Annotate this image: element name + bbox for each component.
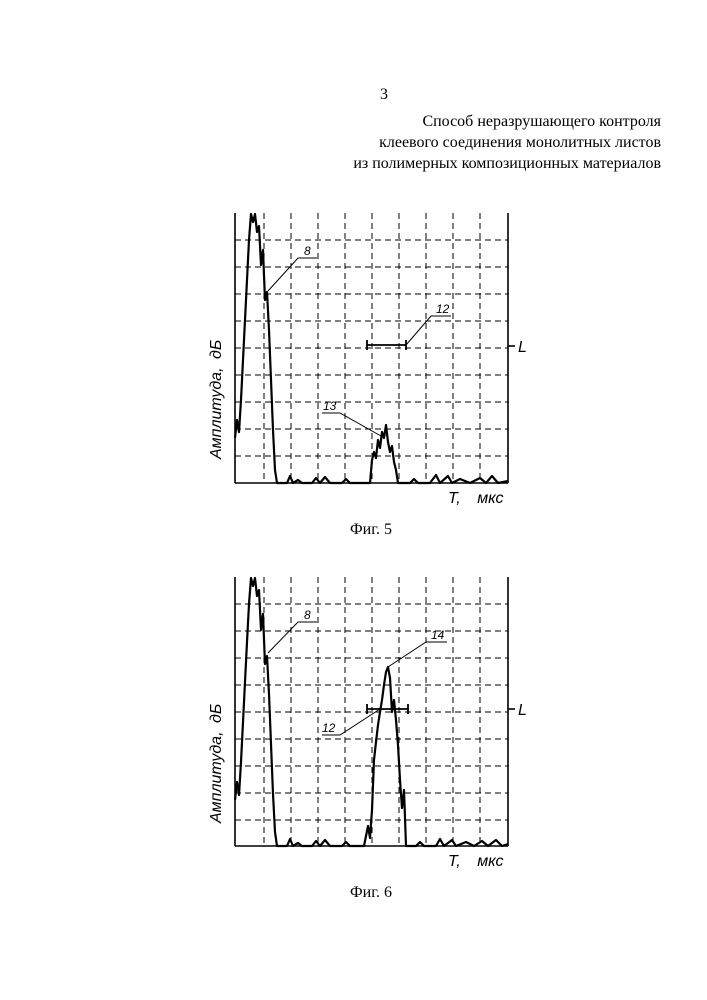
fig6-x-axis-label: T, мкс: [448, 853, 504, 870]
fig6-callout-8: 8: [304, 608, 311, 622]
fig6-level-label: L: [518, 702, 527, 719]
fig6-leaders: [268, 622, 447, 735]
fig6-caption: Фиг. 6: [0, 884, 707, 902]
fig6-callout-12: 12: [322, 721, 336, 735]
fig6-y-axis-label: Амплитуда, дБ: [208, 704, 225, 824]
fig6-callout-14: 14: [431, 628, 445, 642]
